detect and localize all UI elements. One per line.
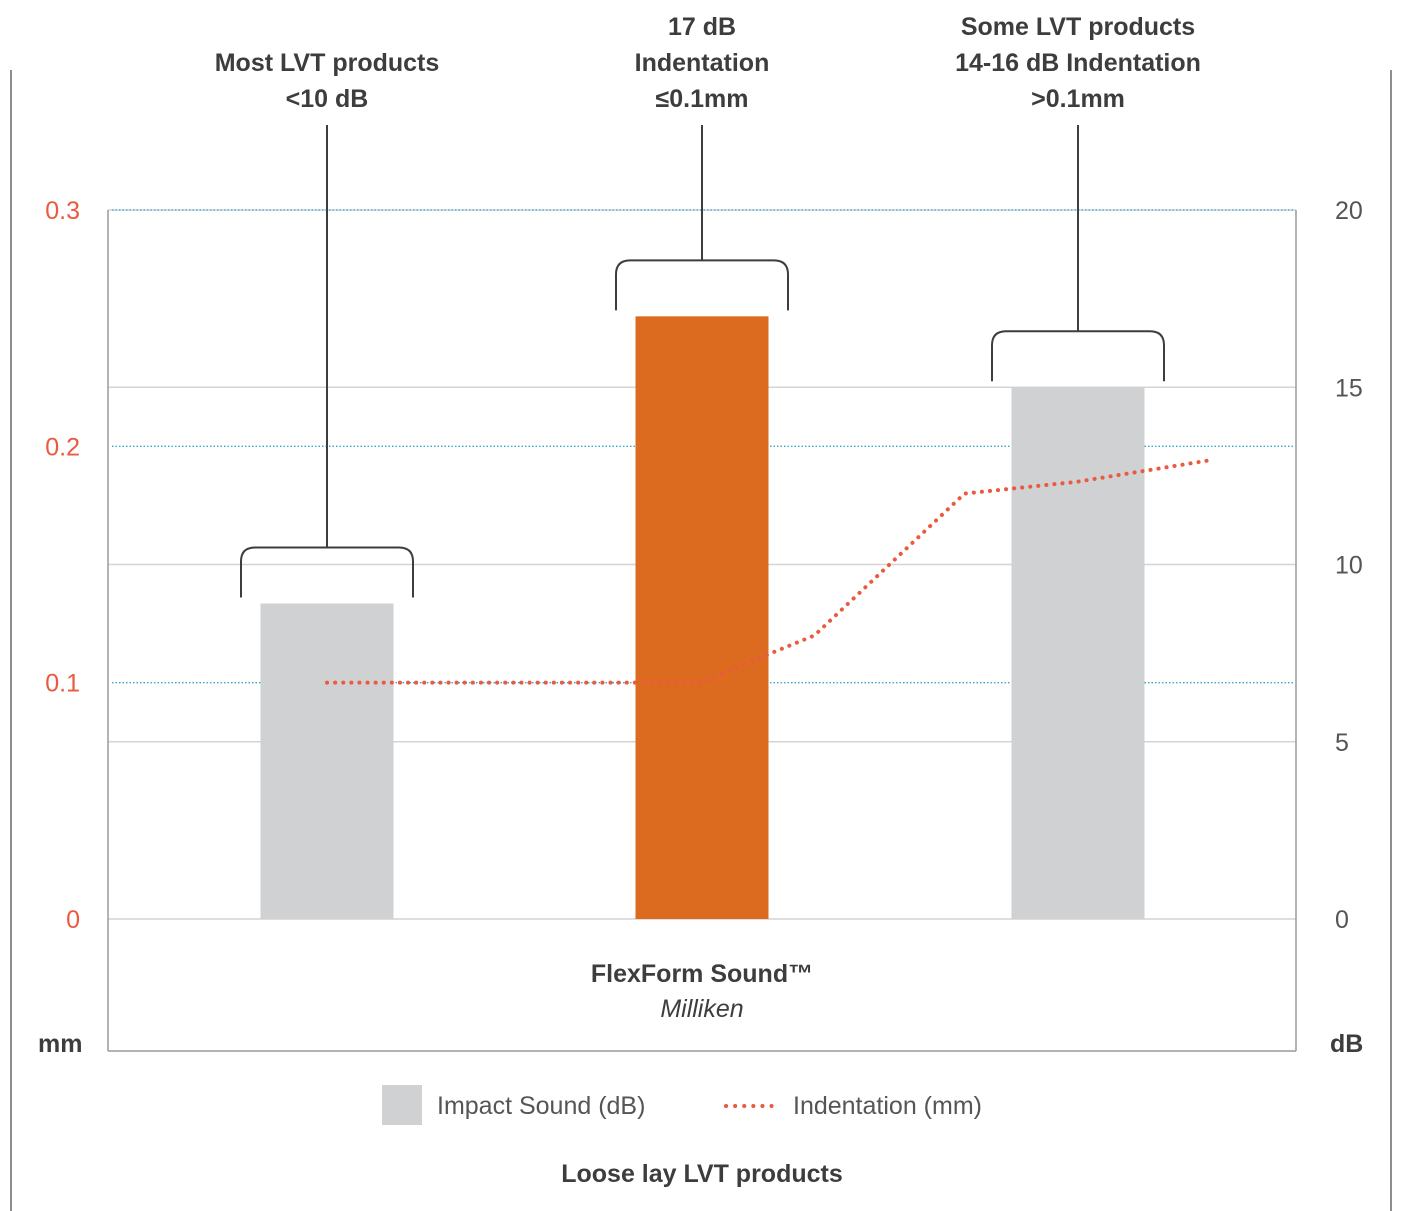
annotation-3-line-2: 14-16 dB Indentation	[955, 49, 1201, 77]
y-right-tick-label: 5	[1335, 729, 1349, 757]
bar-impact-sound-1	[260, 603, 394, 919]
annotation-1-line-2: <10 dB	[286, 85, 369, 113]
legend-indentation-label: Indentation (mm)	[793, 1092, 982, 1120]
category-sublabel: Milliken	[660, 995, 743, 1023]
annotation-1-line-1: Most LVT products	[215, 49, 440, 77]
frame-right-border	[1390, 70, 1392, 1211]
y-left-tick-label: 0.1	[45, 670, 80, 698]
y-right-tick-label: 20	[1335, 197, 1363, 225]
y-right-tick-label: 15	[1335, 374, 1363, 402]
y-left-tick-label: 0.3	[45, 197, 80, 225]
category-label: FlexForm Sound™	[591, 960, 813, 988]
bar-impact-sound-3	[1011, 387, 1145, 919]
x-axis-label: Loose lay LVT products	[561, 1160, 843, 1188]
frame-left-border	[10, 70, 12, 1211]
annotation-2-line-2: Indentation	[635, 49, 770, 77]
annotation-3-line-1: Some LVT products	[961, 13, 1195, 41]
y-left-axis-label: mm	[38, 1030, 82, 1058]
annotation-3-line-3: >0.1mm	[1031, 85, 1125, 113]
bracket-3	[991, 330, 1165, 382]
legend-impact-sound-swatch	[382, 1085, 422, 1125]
y-left-tick-label: 0.2	[45, 433, 80, 461]
y-left-tick-label: 0	[66, 906, 80, 934]
y-right-tick-label: 10	[1335, 552, 1363, 580]
bracket-1	[240, 546, 414, 598]
y-right-tick-label: 0	[1335, 906, 1349, 934]
annotation-2-line-3: ≤0.1mm	[656, 85, 749, 113]
bracket-2	[615, 259, 789, 311]
annotation-2-line-1: 17 dB	[668, 13, 736, 41]
bar-impact-sound-2	[635, 316, 769, 920]
y-right-axis-label: dB	[1330, 1030, 1363, 1058]
indentation-line	[325, 458, 1211, 685]
legend-impact-sound-label: Impact Sound (dB)	[437, 1092, 645, 1120]
